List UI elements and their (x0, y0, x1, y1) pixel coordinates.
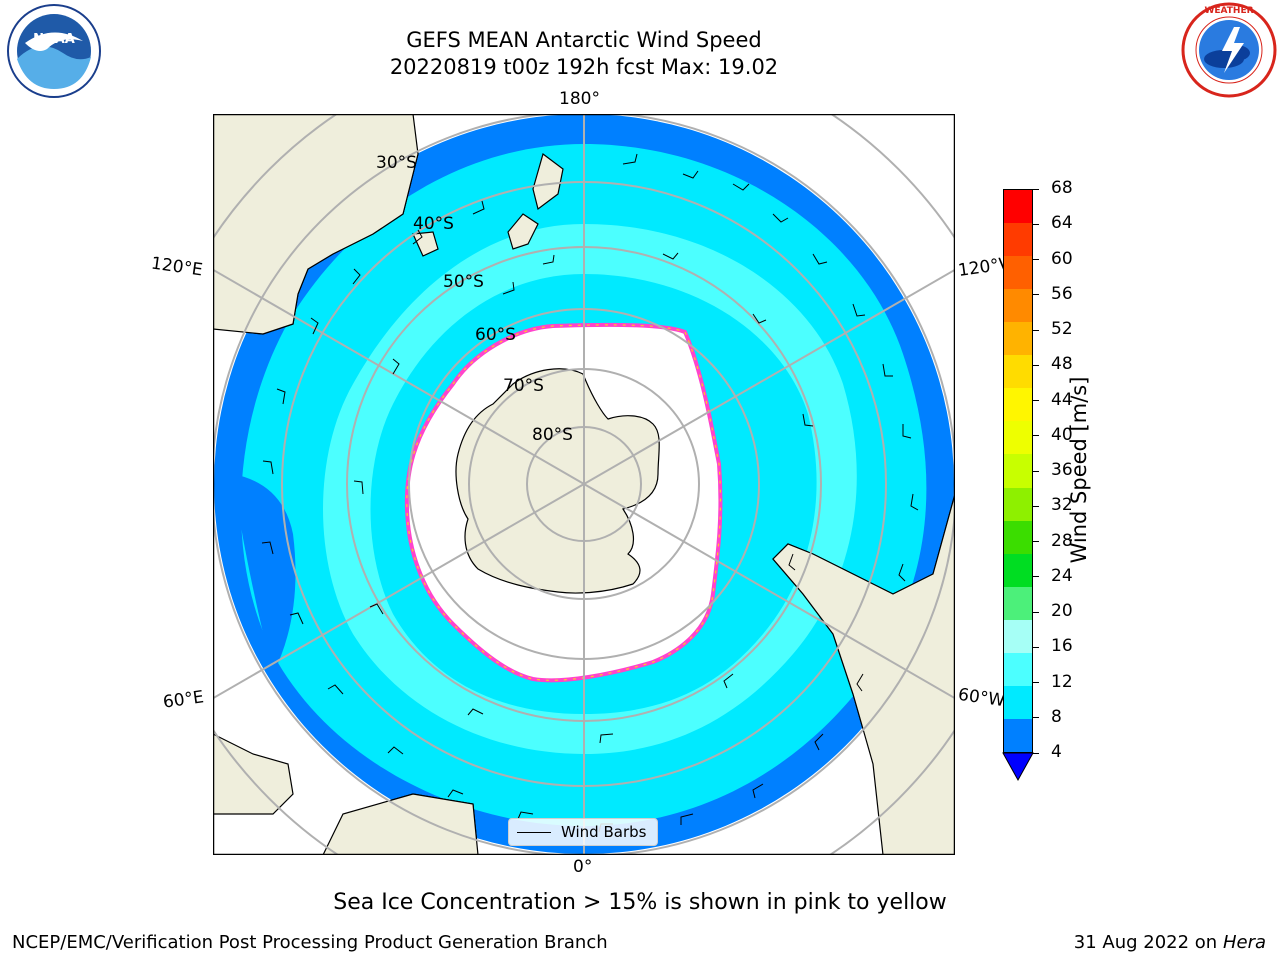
legend-label: Wind Barbs (561, 823, 647, 841)
colorbar-tick-label: 24 (1051, 565, 1073, 586)
sea-ice-note: Sea Ice Concentration > 15% is shown in … (333, 890, 947, 915)
colorbar-tick-label: 32 (1051, 495, 1073, 516)
wind-barb-legend-line (517, 831, 551, 833)
colorbar-segment (1004, 718, 1032, 753)
lon-label-180: 180° (559, 89, 600, 109)
colorbar-tick-label: 8 (1051, 706, 1062, 727)
colorbar-tick-mark (1033, 364, 1039, 366)
lat-label-70s: 70°S (503, 376, 544, 396)
colorbar-segment (1004, 355, 1032, 389)
colorbar-tick-mark (1033, 188, 1039, 190)
colorbar-tick-label: 36 (1051, 460, 1073, 480)
colorbar-segment (1004, 586, 1032, 621)
antarctica-landmass (455, 368, 660, 594)
colorbar-tick-mark (1033, 717, 1039, 719)
colorbar-label: Wind Speed [m/s] (1067, 376, 1091, 564)
colorbar-segment (1004, 190, 1032, 224)
colorbar-segment (1004, 685, 1032, 720)
colorbar-tick-label: 56 (1051, 283, 1073, 304)
colorbar-tick-mark (1033, 611, 1039, 613)
lon-label-120e: 120°E (149, 253, 204, 281)
colorbar-tick-mark (1033, 576, 1039, 578)
colorbar-tick-mark (1033, 505, 1039, 507)
colorbar-tick-mark (1033, 646, 1039, 648)
colorbar-tick-label: 16 (1051, 636, 1073, 657)
lat-label-60s: 60°S (475, 325, 516, 345)
lon-label-0: 0° (573, 857, 593, 877)
svg-text:NOAA: NOAA (33, 32, 75, 47)
colorbar-tick-mark (1033, 329, 1039, 331)
colorbar-tick-label: 52 (1051, 319, 1073, 339)
lon-label-60e: 60°E (161, 687, 206, 713)
colorbar-tick-label: 68 (1051, 178, 1073, 198)
colorbar-tick-label: 64 (1051, 213, 1073, 234)
colorbar-tick-label: 20 (1051, 601, 1073, 621)
colorbar-segment (1004, 322, 1032, 356)
colorbar-tick-mark (1033, 223, 1039, 225)
colorbar-tick-mark (1033, 294, 1039, 296)
map-title: GEFS MEAN Antarctic Wind Speed (406, 28, 762, 52)
noaa-logo: NOAA (7, 4, 101, 98)
colorbar-tick-label: 12 (1051, 671, 1073, 692)
colorbar-tick-mark (1033, 259, 1039, 260)
map-legend: Wind Barbs (508, 818, 658, 846)
colorbar-tick-mark (1033, 470, 1039, 472)
colorbar-tick-mark (1033, 682, 1039, 683)
colorbar-segment (1004, 619, 1032, 654)
colorbar-tick-label: 4 (1051, 742, 1062, 762)
svg-text:WEATHER: WEATHER (1204, 6, 1253, 16)
machine-name: Hera (1222, 932, 1266, 953)
colorbar-segment (1004, 223, 1032, 257)
lat-label-80s: 80°S (532, 425, 573, 445)
colorbar-tick-mark (1033, 435, 1039, 437)
colorbar-segment (1004, 256, 1032, 290)
date-text: 31 Aug 2022 on (1073, 932, 1218, 953)
colorbar-tick-mark (1033, 752, 1039, 754)
colorbar-tick-label: 44 (1051, 389, 1073, 410)
colorbar-segment (1004, 388, 1032, 422)
colorbar-segment (1004, 520, 1032, 555)
colorbar-segment (1004, 454, 1032, 489)
lat-label-30s: 30°S (376, 153, 417, 173)
colorbar (1003, 189, 1033, 753)
lat-label-40s: 40°S (413, 214, 454, 234)
date-line: 31 Aug 2022 on Hera (1074, 932, 1266, 953)
colorbar-tick-mark (1033, 400, 1039, 401)
colorbar-tick-label: 28 (1051, 530, 1073, 551)
polar-map: 30°S 40°S 50°S 60°S 70°S 80°S (213, 114, 955, 855)
map-subtitle: 20220819 t00z 192h fcst Max: 19.02 (389, 55, 779, 79)
colorbar-segment (1004, 487, 1032, 522)
nws-logo: WEATHER (1181, 2, 1277, 98)
lat-label-50s: 50°S (443, 272, 484, 292)
colorbar-under-arrow (1002, 752, 1034, 782)
colorbar-segment (1004, 553, 1032, 588)
credit-line: NCEP/EMC/Verification Post Processing Pr… (12, 932, 608, 953)
colorbar-tick-label: 40 (1051, 424, 1073, 445)
colorbar-segment (1004, 289, 1032, 323)
colorbar-tick-label: 48 (1051, 354, 1073, 375)
lon-label-60w: 60°W (956, 684, 1007, 712)
colorbar-tick-label: 60 (1051, 248, 1073, 269)
colorbar-segment (1004, 421, 1032, 455)
colorbar-tick-mark (1033, 541, 1039, 542)
colorbar-segment (1004, 652, 1032, 687)
